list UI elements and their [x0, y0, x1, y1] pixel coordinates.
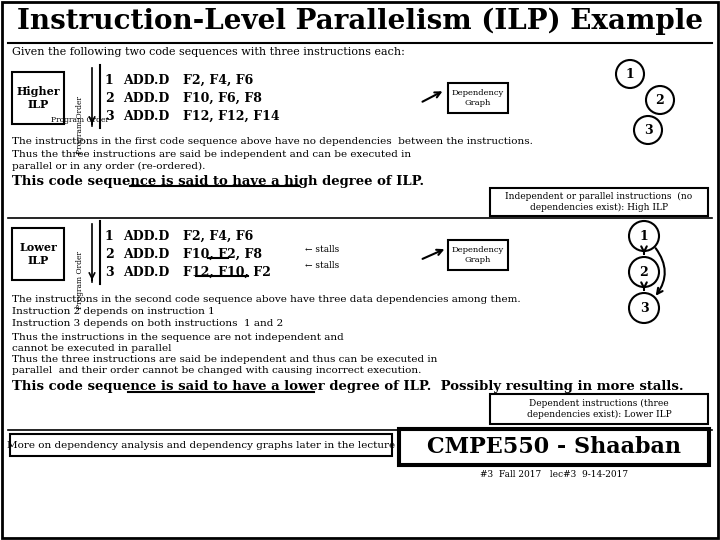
Text: 3: 3 [639, 301, 648, 314]
Text: 2: 2 [105, 91, 114, 105]
Text: Lower
ILP: Lower ILP [19, 242, 57, 266]
Text: This code sequence is said to have a high degree of ILP.: This code sequence is said to have a hig… [12, 175, 424, 188]
Text: 3: 3 [105, 110, 114, 123]
Text: Dependency
Graph: Dependency Graph [452, 90, 504, 106]
Text: #3  Fall 2017   lec#3  9-14-2017: #3 Fall 2017 lec#3 9-14-2017 [480, 470, 628, 479]
Text: F2, F4, F6: F2, F4, F6 [183, 230, 253, 242]
FancyBboxPatch shape [490, 188, 708, 216]
FancyBboxPatch shape [398, 428, 710, 466]
Text: Program Order: Program Order [51, 116, 109, 124]
FancyBboxPatch shape [400, 430, 708, 464]
Text: 3: 3 [644, 124, 652, 137]
Text: ADD.D: ADD.D [123, 266, 169, 279]
Text: ADD.D: ADD.D [123, 91, 169, 105]
Text: Higher
ILP: Higher ILP [16, 86, 60, 110]
FancyBboxPatch shape [12, 72, 64, 124]
Text: 3: 3 [105, 266, 114, 279]
FancyBboxPatch shape [490, 394, 708, 424]
Text: 1: 1 [105, 73, 114, 86]
FancyBboxPatch shape [448, 240, 508, 270]
Text: More on dependency analysis and dependency graphs later in the lecture: More on dependency analysis and dependen… [7, 441, 395, 449]
Text: F12, F12, F14: F12, F12, F14 [183, 110, 279, 123]
Text: The instructions in the first code sequence above have no dependencies  between : The instructions in the first code seque… [12, 137, 533, 146]
Text: 1: 1 [626, 68, 634, 80]
Text: ADD.D: ADD.D [123, 73, 169, 86]
Text: Dependent instructions (three
dependencies exist): Lower ILP: Dependent instructions (three dependenci… [526, 399, 671, 419]
Text: parallel or in any order (re-ordered).: parallel or in any order (re-ordered). [12, 162, 205, 171]
Text: F2, F4, F6: F2, F4, F6 [183, 73, 253, 86]
Text: Program Order: Program Order [76, 251, 84, 309]
Text: 1: 1 [105, 230, 114, 242]
Text: ← stalls: ← stalls [305, 260, 339, 269]
Text: F10, F6, F8: F10, F6, F8 [183, 91, 262, 105]
Text: Instruction 2 depends on instruction 1: Instruction 2 depends on instruction 1 [12, 307, 215, 316]
Text: Thus the instructions in the sequence are not independent and: Thus the instructions in the sequence ar… [12, 333, 343, 342]
Text: Dependency
Graph: Dependency Graph [452, 246, 504, 264]
Text: The instructions in the second code sequence above have three data dependencies : The instructions in the second code sequ… [12, 295, 521, 304]
Text: CMPE550 - Shaaban: CMPE550 - Shaaban [427, 436, 681, 458]
Text: Instruction 3 depends on both instructions  1 and 2: Instruction 3 depends on both instructio… [12, 319, 283, 328]
FancyBboxPatch shape [448, 83, 508, 113]
Text: Program Order: Program Order [76, 96, 84, 154]
Text: ADD.D: ADD.D [123, 230, 169, 242]
Text: parallel  and their order cannot be changed with causing incorrect execution.: parallel and their order cannot be chang… [12, 366, 421, 375]
Text: This code sequence is said to have a lower degree of ILP.  Possibly resulting in: This code sequence is said to have a low… [12, 380, 683, 393]
Text: 2: 2 [105, 247, 114, 260]
Text: Given the following two code sequences with three instructions each:: Given the following two code sequences w… [12, 47, 405, 57]
Text: F10, F2, F8: F10, F2, F8 [183, 247, 262, 260]
FancyBboxPatch shape [10, 434, 392, 456]
Text: Thus the three instructions are said be independent and thus can be executed in: Thus the three instructions are said be … [12, 355, 437, 364]
Text: Independent or parallel instructions  (no
dependencies exist): High ILP: Independent or parallel instructions (no… [505, 192, 693, 212]
Text: ADD.D: ADD.D [123, 247, 169, 260]
Text: 2: 2 [639, 266, 649, 279]
Text: 2: 2 [656, 93, 665, 106]
Text: ← stalls: ← stalls [305, 245, 339, 253]
Text: Instruction-Level Parallelism (ILP) Example: Instruction-Level Parallelism (ILP) Exam… [17, 8, 703, 35]
Text: F12, F10, F2: F12, F10, F2 [183, 266, 271, 279]
FancyBboxPatch shape [12, 228, 64, 280]
Text: Thus the three instructions are said be independent and can be executed in: Thus the three instructions are said be … [12, 150, 411, 159]
Text: cannot be executed in parallel: cannot be executed in parallel [12, 344, 171, 353]
Text: ADD.D: ADD.D [123, 110, 169, 123]
Text: 1: 1 [639, 230, 649, 242]
